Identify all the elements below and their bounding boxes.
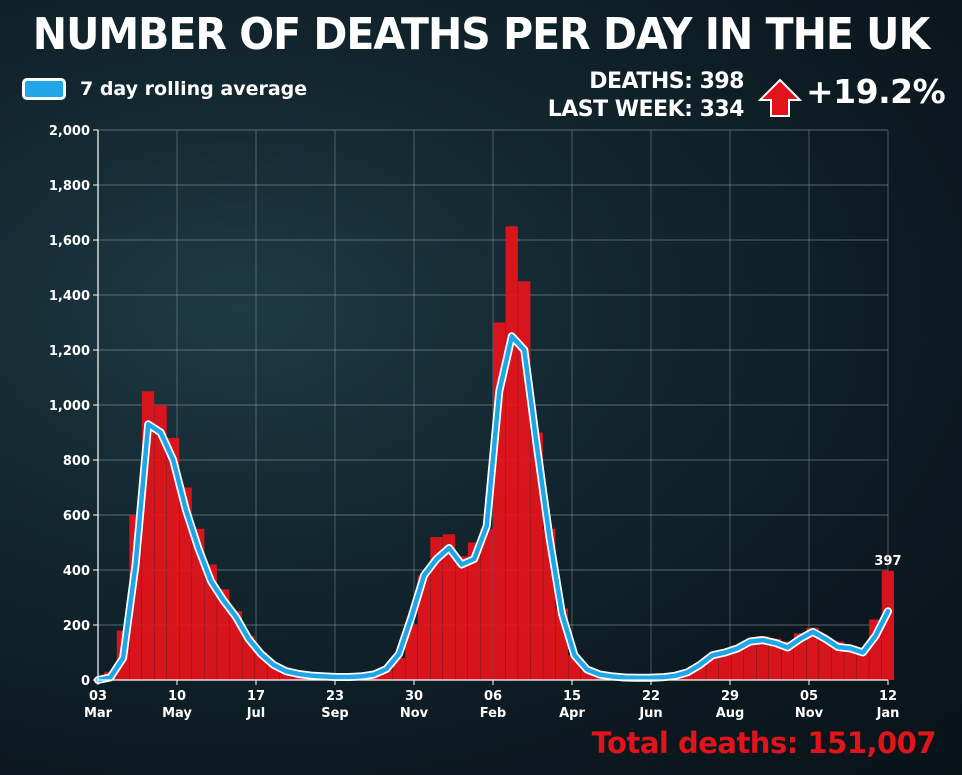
legend: 7 day rolling average [22,78,307,100]
daily-bar [179,487,192,680]
x-tick-day: 06 [484,689,502,704]
last-week-stat: LAST WEEK: 334 [547,97,745,122]
x-tick-month: Aug [716,706,745,721]
x-tick-day: 22 [642,689,660,704]
daily-bar [417,575,431,680]
x-tick-day: 17 [247,689,265,704]
x-tick-month: Jan [876,706,900,721]
daily-bar [856,649,869,680]
daily-bar [442,534,456,680]
y-tick-label: 1,800 [49,179,90,194]
x-tick-month: Feb [480,706,506,721]
legend-swatch [22,78,66,100]
x-tick-month: Mar [84,706,113,721]
daily-bar [166,438,180,680]
daily-bar [204,564,217,680]
x-tick-day: 15 [563,689,581,704]
daily-bar [681,673,694,680]
y-tick-label: 1,600 [49,234,90,249]
page-title: NUMBER OF DEATHS PER DAY IN THE UK [32,8,931,60]
deaths-stat: DEATHS: 398 [589,69,744,94]
y-tick-label: 200 [63,619,90,634]
daily-bar [756,636,769,680]
latest-value-label: 397 [874,554,901,569]
y-tick-label: 800 [63,454,90,469]
daily-bar [279,671,293,680]
x-tick-month: Jul [246,706,266,721]
change-percent: +19.2% [806,72,946,111]
y-tick-label: 400 [63,564,90,579]
x-tick-day: 12 [879,689,897,704]
daily-bar [844,645,857,680]
daily-bar [768,638,782,680]
x-tick-day: 30 [405,689,423,704]
up-arrow-icon [758,78,802,117]
legend-label: 7 day rolling average [80,78,308,100]
daily-bar [580,670,594,680]
x-tick-day: 29 [721,689,739,704]
annotations: 397 [874,554,902,570]
x-tick-day: 23 [326,689,344,704]
daily-bar [731,645,744,680]
y-tick-label: 1,400 [49,289,90,304]
daily-bar [480,528,493,680]
y-tick-label: 1,200 [49,344,90,359]
x-tick-month: Sep [321,706,349,721]
daily-bar [819,638,832,680]
x-tick-month: Nov [795,706,824,721]
x-tick-day: 05 [800,689,818,704]
y-tick-label: 600 [63,509,90,524]
x-tick-month: Nov [400,706,429,721]
daily-bar [781,641,794,680]
x-tick-month: Apr [559,706,585,721]
daily-bar [718,649,732,680]
daily-bar [467,542,481,680]
stats-block: DEATHS: 398 LAST WEEK: 334 [547,68,745,124]
daily-bar [430,537,443,680]
daily-bar [217,589,230,680]
rolling-average-line [94,332,892,684]
daily-bar [743,641,757,680]
daily-bar [455,556,468,680]
daily-bar [881,570,895,680]
x-tick-month: May [162,706,192,721]
y-tick-label: 2,000 [49,124,90,139]
axes: 0 200 400 600 800 1,000 1,200 1,400 1,600 1,800 2,… [49,124,900,721]
daily-bar [806,627,819,680]
daily-bar [380,670,393,680]
y-tick-label: 0 [81,674,90,689]
daily-bar [154,405,167,680]
x-tick-day: 03 [89,689,107,704]
x-tick-day: 10 [168,689,186,704]
daily-bar [505,226,518,680]
x-tick-month: Jun [638,706,662,721]
daily-bars [104,226,895,680]
y-tick-label: 1,000 [49,399,90,414]
rolling-average-series [95,334,891,683]
total-deaths: Total deaths: 151,007 [591,726,937,760]
